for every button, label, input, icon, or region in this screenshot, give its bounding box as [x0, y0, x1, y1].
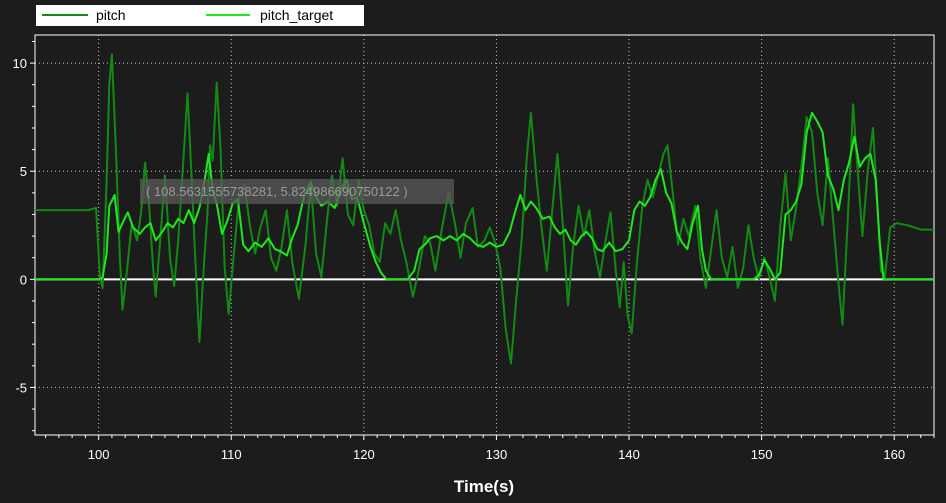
x-tick-label: 100 — [88, 447, 110, 462]
value-tooltip: ( 108.5631555738281, 5.824986690750122 ) — [140, 179, 454, 204]
x-tick-label: 160 — [883, 447, 905, 462]
y-tick-label: 10 — [13, 56, 27, 71]
x-tick-label: 150 — [751, 447, 773, 462]
y-tick-label: -5 — [15, 380, 27, 395]
grid-lines — [35, 35, 934, 435]
legend-label-pitch: pitch — [96, 7, 126, 23]
series-line-pitch-target — [35, 111, 934, 281]
y-tick-label: 0 — [20, 272, 27, 287]
legend: pitch pitch_target — [36, 5, 364, 26]
plot-area — [34, 34, 935, 436]
axis-ticks: 100 110 120 130 140 150 160 -5 0 5 10 — [13, 40, 935, 462]
tooltip-box — [140, 179, 454, 204]
x-tick-label: 110 — [221, 447, 242, 462]
legend-box — [36, 5, 364, 26]
x-tick-label: 140 — [618, 447, 640, 462]
y-tick-label: 5 — [20, 164, 27, 179]
series-lines — [35, 53, 934, 365]
series-line-pitch — [35, 53, 934, 365]
x-tick-label: 120 — [353, 447, 375, 462]
tooltip-text: ( 108.5631555738281, 5.824986690750122 ) — [146, 184, 408, 199]
legend-label-pitch-target: pitch_target — [260, 7, 333, 23]
x-axis-title: Time(s) — [454, 477, 514, 496]
x-tick-label: 130 — [486, 447, 508, 462]
